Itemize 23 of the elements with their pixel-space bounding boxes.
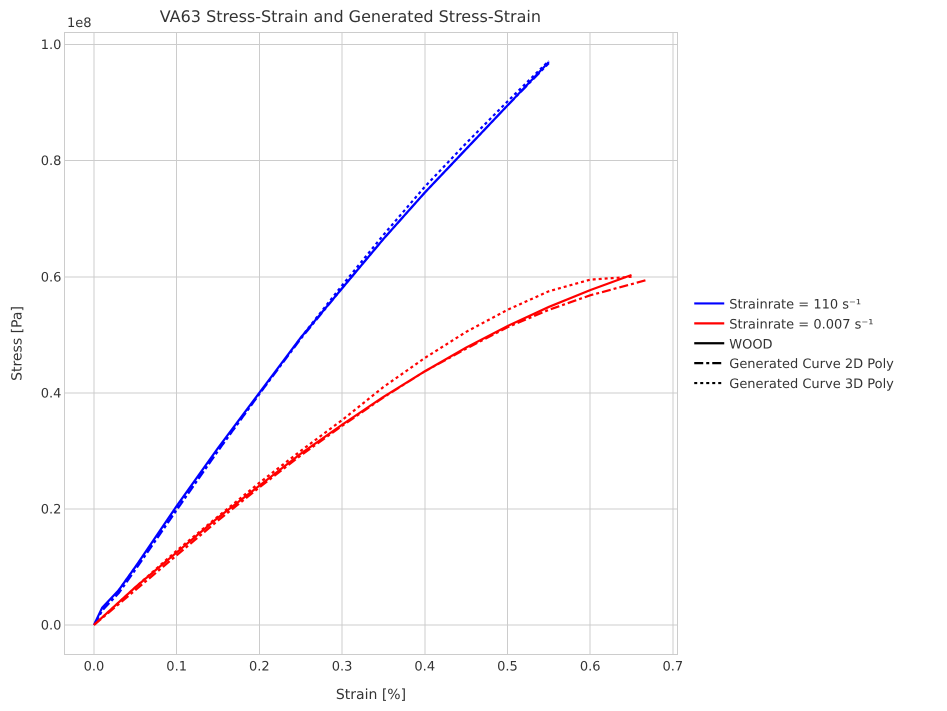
y-tick-label: 0.4 [40,386,62,402]
legend-label: Strainrate = 0.007 s⁻¹ [729,317,874,332]
x-tick-label: 0.5 [497,660,518,675]
text: 1e8 [67,16,92,31]
x-tick-label: 0.2 [249,660,270,675]
legend-label: Generated Curve 3D Poly [729,377,894,392]
y-tick-label: 0.0 [40,618,62,634]
y-axis-title: Stress [Pa] [9,306,26,381]
y-tick-label: 1.0 [40,38,62,54]
legend-label: WOOD [729,337,773,352]
x-tick-label: 0.3 [332,660,352,675]
x-tick-label: 0.0 [84,660,104,675]
y-tick-label: 0.2 [40,502,62,518]
x-tick-label: 0.7 [662,660,684,675]
legend-label: Strainrate = 110 s⁻¹ [729,298,862,313]
legend-label: Generated Curve 2D Poly [729,357,894,372]
x-tick-label: 0.4 [414,660,436,675]
y-tick-label: 0.8 [40,154,62,170]
x-axis-title: Strain [%] [336,686,406,703]
x-tick-label: 0.6 [580,660,601,675]
chart-title: VA63 Stress-Strain and Generated Stress-Strain [160,6,542,26]
y-tick-label: 0.6 [40,270,62,286]
x-tick-label: 0.1 [166,660,187,675]
